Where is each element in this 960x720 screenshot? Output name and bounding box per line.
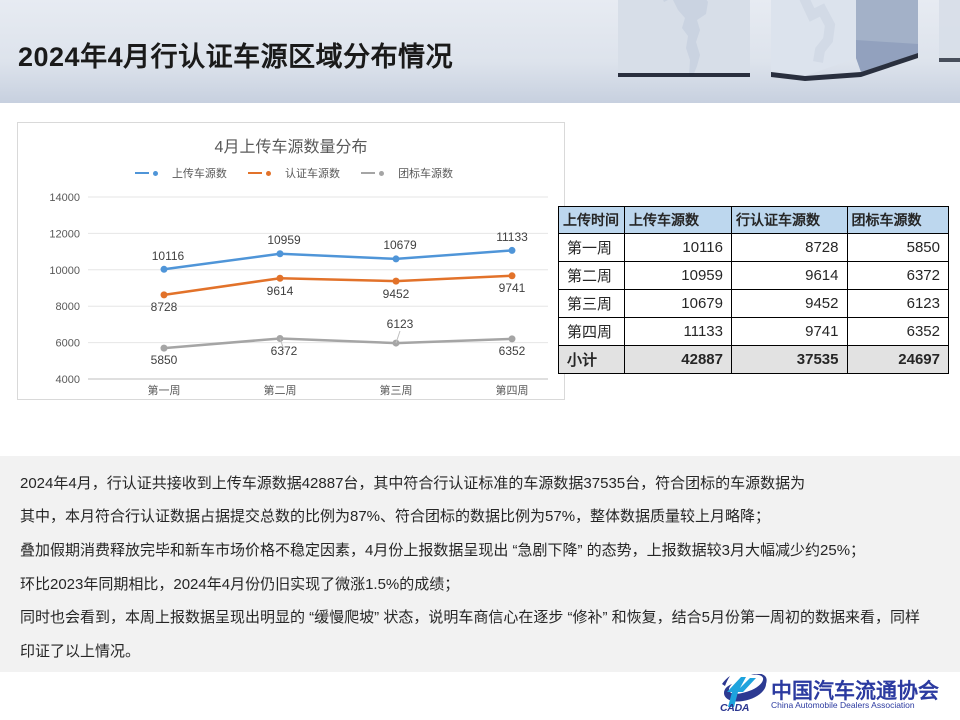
svg-text:9741: 9741 bbox=[499, 281, 526, 295]
svg-text:6000: 6000 bbox=[56, 338, 80, 350]
svg-text:9452: 9452 bbox=[383, 287, 410, 301]
svg-text:6352: 6352 bbox=[499, 344, 526, 358]
svg-text:10679: 10679 bbox=[383, 238, 417, 252]
svg-text:10000: 10000 bbox=[49, 265, 80, 277]
svg-text:12000: 12000 bbox=[49, 228, 80, 240]
svg-text:第三周: 第三周 bbox=[380, 383, 413, 397]
svg-text:10959: 10959 bbox=[267, 233, 301, 247]
svg-text:5850: 5850 bbox=[151, 353, 178, 367]
svg-text:4000: 4000 bbox=[56, 374, 80, 386]
svg-text:8728: 8728 bbox=[151, 300, 178, 314]
svg-text:10116: 10116 bbox=[152, 249, 185, 263]
svg-text:China Automobile Dealers Assoc: China Automobile Dealers Association bbox=[771, 700, 915, 710]
svg-text:8000: 8000 bbox=[56, 301, 80, 313]
svg-text:9614: 9614 bbox=[267, 284, 294, 298]
svg-text:6123: 6123 bbox=[387, 317, 414, 331]
svg-text:6372: 6372 bbox=[271, 344, 298, 358]
svg-text:11133: 11133 bbox=[496, 230, 528, 244]
svg-text:CADA: CADA bbox=[720, 702, 749, 712]
svg-text:第二周: 第二周 bbox=[264, 383, 297, 397]
svg-text:第一周: 第一周 bbox=[148, 383, 181, 397]
svg-text:14000: 14000 bbox=[49, 192, 80, 204]
svg-text:第四周: 第四周 bbox=[496, 383, 529, 397]
